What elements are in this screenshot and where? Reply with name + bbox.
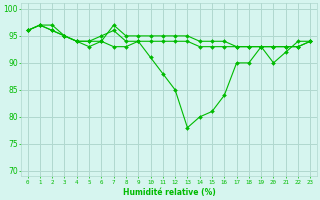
X-axis label: Humidité relative (%): Humidité relative (%): [123, 188, 215, 197]
